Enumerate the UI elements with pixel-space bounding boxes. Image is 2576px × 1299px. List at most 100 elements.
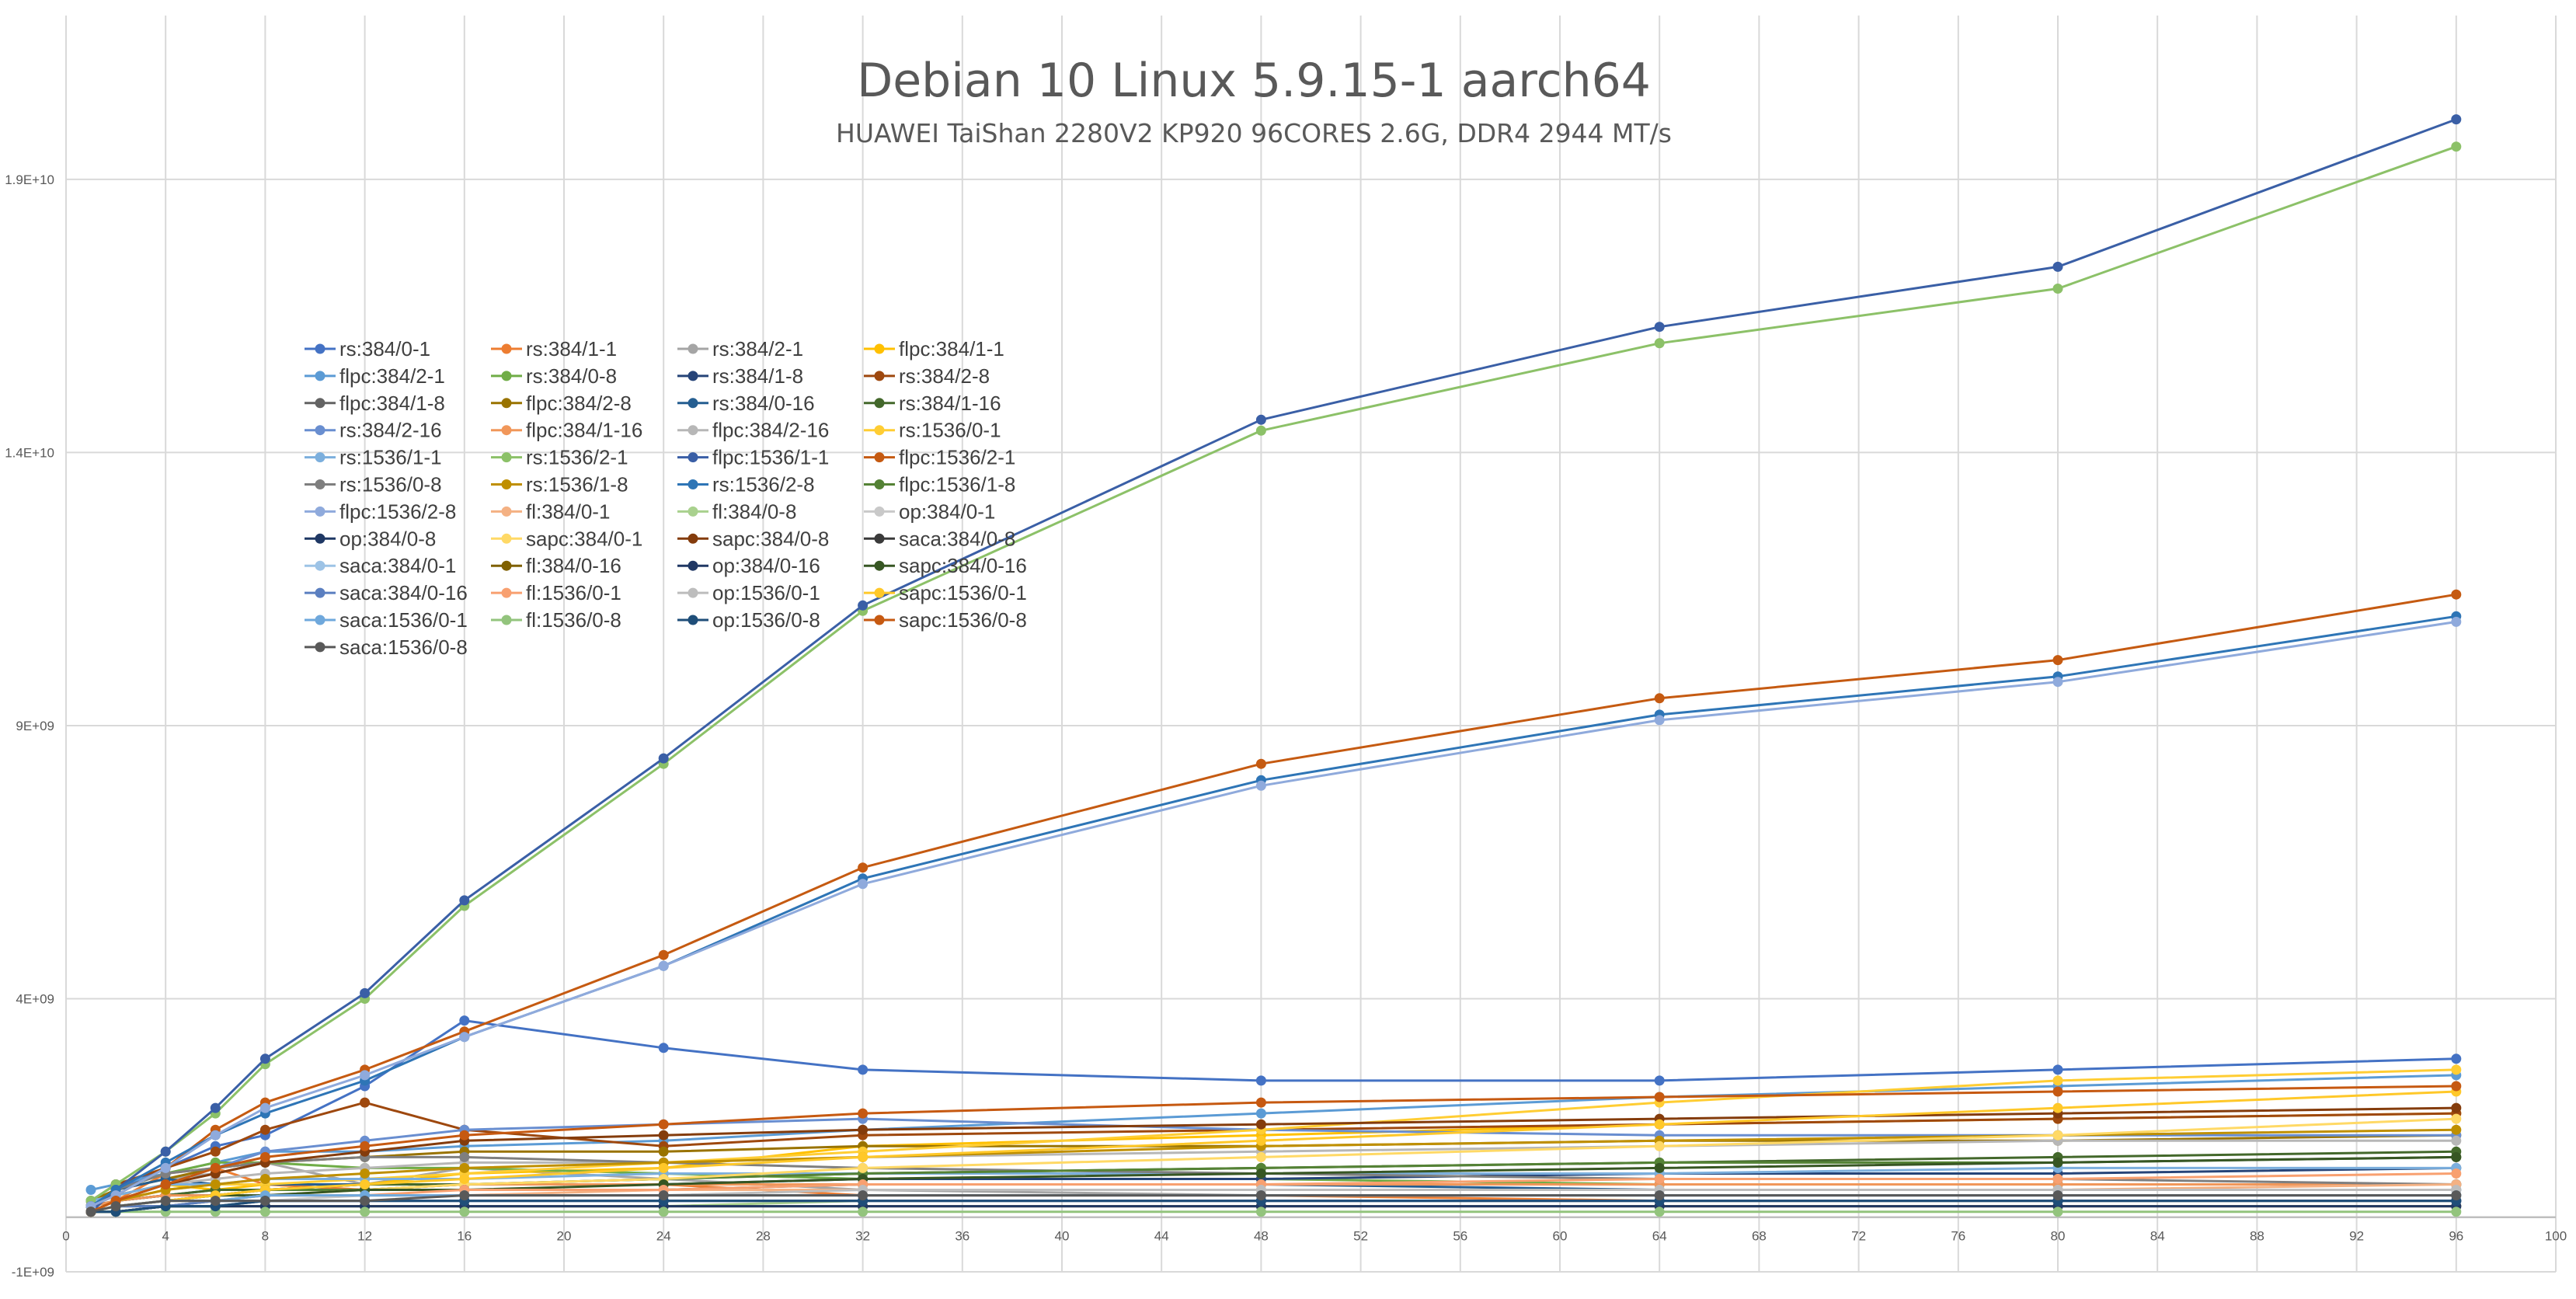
legend-entry: flpc:1536/1-1: [677, 446, 829, 469]
legend-marker: [688, 533, 698, 544]
legend-entry: op:384/0-16: [677, 554, 820, 577]
legend-label: op:384/0-1: [899, 500, 995, 523]
legend-entry: rs:384/0-8: [491, 364, 617, 388]
legend-entry: rs:1536/0-1: [864, 419, 1001, 442]
x-tick-label: 16: [457, 1229, 472, 1244]
legend-marker: [688, 587, 698, 598]
legend-marker: [501, 398, 512, 409]
legend-marker: [315, 343, 325, 354]
legend-label: rs:384/2-1: [712, 337, 803, 360]
legend-label: fl:1536/0-8: [526, 608, 621, 632]
legend-marker: [874, 533, 885, 544]
legend-label: flpc:384/2-16: [712, 419, 829, 442]
x-tick-label: 28: [756, 1229, 771, 1244]
data-point: [1255, 414, 1266, 425]
legend-entry: rs:384/0-16: [677, 392, 815, 415]
legend-label: flpc:384/2-1: [339, 364, 445, 388]
data-point: [1255, 1108, 1266, 1119]
legend-marker: [688, 560, 698, 571]
data-point: [459, 1207, 470, 1217]
x-tick-label: 92: [2349, 1229, 2364, 1244]
x-tick-label: 24: [656, 1229, 671, 1244]
legend-marker: [315, 479, 325, 489]
data-point: [459, 1190, 470, 1201]
legend-entry: rs:1536/2-1: [491, 446, 628, 469]
legend-label: op:384/0-8: [339, 527, 436, 550]
data-point: [858, 1207, 869, 1217]
data-point: [2451, 1168, 2462, 1179]
chart-title: Debian 10 Linux 5.9.15-1 aarch64: [857, 54, 1651, 108]
legend-marker: [501, 587, 512, 598]
x-tick-label: 0: [62, 1229, 69, 1244]
x-tick-label: 48: [1254, 1229, 1269, 1244]
data-point: [210, 1179, 221, 1189]
legend-entry: flpc:1536/1-8: [864, 473, 1015, 496]
x-tick-label: 96: [2449, 1229, 2463, 1244]
x-axis-tick-labels: 0 4 8 12 16 20 24 28 32 36 40 44 48 52 56 60 64 68 72 76 80 8…: [62, 1229, 2567, 1244]
data-point: [459, 1130, 470, 1141]
data-point: [658, 1190, 669, 1201]
legend-label: rs:1536/0-1: [899, 419, 1001, 442]
legend-marker: [501, 452, 512, 463]
x-tick-label: 56: [1453, 1229, 1467, 1244]
legend-entry: flpc:384/2-1: [305, 364, 445, 388]
data-point: [2451, 141, 2462, 152]
legend-marker: [874, 560, 885, 571]
data-point: [210, 1102, 221, 1113]
legend-entry: fl:384/0-1: [491, 500, 610, 523]
data-point: [2451, 1064, 2462, 1075]
data-point: [1654, 1174, 1665, 1184]
legend-label: flpc:1536/1-8: [899, 473, 1015, 496]
legend-entry: saca:1536/0-1: [305, 608, 468, 632]
data-point: [1654, 1190, 1665, 1201]
data-point: [160, 1196, 171, 1207]
legend-label: flpc:384/1-16: [526, 419, 642, 442]
data-point: [1255, 1097, 1266, 1108]
data-point: [658, 753, 669, 764]
data-point: [2451, 114, 2462, 125]
legend-marker: [874, 479, 885, 489]
legend-label: flpc:384/1-8: [339, 392, 445, 415]
data-point: [1255, 1135, 1266, 1146]
legend-entry: fl:384/0-8: [677, 500, 796, 523]
data-point: [360, 1207, 371, 1217]
legend-entry: fl:1536/0-8: [491, 608, 621, 632]
data-point: [1255, 1190, 1266, 1201]
x-tick-label: 100: [2545, 1229, 2567, 1244]
legend-marker: [688, 506, 698, 517]
legend-entry: fl:1536/0-1: [491, 581, 621, 604]
data-point: [259, 1207, 270, 1217]
data-point: [1654, 693, 1665, 704]
legend-label: op:384/0-16: [712, 554, 820, 577]
data-point: [2451, 1151, 2462, 1162]
data-point: [858, 1064, 869, 1075]
data-point: [1654, 338, 1665, 349]
legend-marker: [501, 560, 512, 571]
data-point: [2451, 1124, 2462, 1135]
x-tick-label: 76: [1951, 1229, 1965, 1244]
data-point: [459, 1174, 470, 1184]
data-point: [360, 1168, 371, 1179]
x-tick-label: 44: [1154, 1229, 1169, 1244]
x-tick-label: 64: [1652, 1229, 1667, 1244]
data-point: [1654, 1141, 1665, 1151]
legend-entry: saca:384/0-16: [305, 581, 468, 604]
legend-marker: [315, 560, 325, 571]
data-point: [259, 1196, 270, 1207]
legend-entry: flpc:1536/2-8: [305, 500, 456, 523]
data-point: [2052, 1130, 2063, 1141]
legend-entry: rs:384/1-8: [677, 364, 803, 388]
legend-entry: rs:1536/1-1: [305, 446, 442, 469]
data-point: [259, 1102, 270, 1113]
data-point: [1255, 1151, 1266, 1162]
legend-label: flpc:1536/2-8: [339, 500, 456, 523]
data-point: [2451, 1113, 2462, 1124]
data-point: [658, 949, 669, 960]
legend-entry: sapc:384/0-8: [677, 527, 829, 550]
y-tick-label: 1.4E+10: [5, 445, 54, 460]
legend-marker: [874, 615, 885, 625]
data-point: [360, 1196, 371, 1207]
legend-marker: [315, 452, 325, 463]
data-point: [459, 1162, 470, 1173]
